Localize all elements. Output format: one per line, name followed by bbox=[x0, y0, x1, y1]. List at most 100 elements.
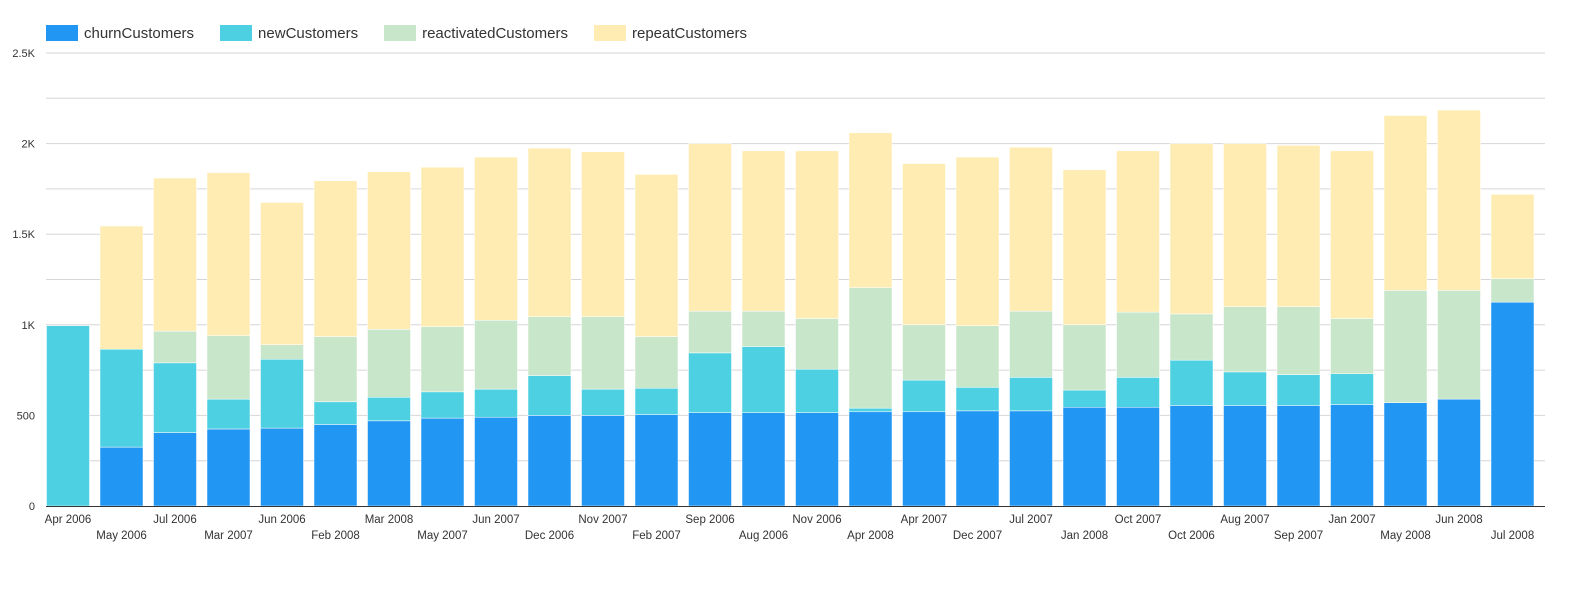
legend-item-newCustomers[interactable]: newCustomers bbox=[220, 25, 358, 42]
bar-churnCustomers-19[interactable] bbox=[1062, 406, 1107, 507]
bar-repeatCustomers-4[interactable] bbox=[260, 202, 304, 345]
bar-churnCustomers-26[interactable] bbox=[1437, 398, 1481, 507]
legend-item-repeatCustomers[interactable]: repeatCustomers bbox=[594, 25, 747, 42]
bar-newCustomers-1[interactable] bbox=[99, 349, 144, 448]
bar-churnCustomers-21[interactable] bbox=[1169, 405, 1214, 507]
bar-newCustomers-0[interactable] bbox=[46, 325, 90, 507]
bar-reactivatedCustomers-19[interactable] bbox=[1062, 324, 1107, 391]
bar-reactivatedCustomers-7[interactable] bbox=[420, 326, 465, 393]
bar-churnCustomers-23[interactable] bbox=[1276, 405, 1321, 507]
bar-newCustomers-19[interactable] bbox=[1062, 389, 1107, 408]
bar-newCustomers-7[interactable] bbox=[420, 391, 465, 419]
bar-repeatCustomers-7[interactable] bbox=[420, 166, 465, 327]
bar-repeatCustomers-8[interactable] bbox=[474, 156, 518, 321]
bar-reactivatedCustomers-13[interactable] bbox=[741, 310, 786, 347]
bar-repeatCustomers-17[interactable] bbox=[955, 156, 1000, 326]
bar-newCustomers-15[interactable] bbox=[848, 407, 893, 413]
bar-reactivatedCustomers-4[interactable] bbox=[260, 344, 304, 360]
bar-churnCustomers-7[interactable] bbox=[420, 417, 465, 507]
bar-churnCustomers-13[interactable] bbox=[741, 412, 786, 507]
bar-repeatCustomers-11[interactable] bbox=[634, 174, 679, 337]
bar-repeatCustomers-26[interactable] bbox=[1437, 109, 1481, 291]
bar-churnCustomers-5[interactable] bbox=[313, 424, 358, 507]
bar-churnCustomers-8[interactable] bbox=[474, 416, 518, 507]
bar-repeatCustomers-22[interactable] bbox=[1223, 143, 1267, 307]
bar-churnCustomers-20[interactable] bbox=[1116, 406, 1160, 507]
bar-churnCustomers-12[interactable] bbox=[688, 412, 732, 507]
bar-churnCustomers-2[interactable] bbox=[153, 432, 197, 507]
bar-churnCustomers-10[interactable] bbox=[581, 415, 625, 507]
bar-reactivatedCustomers-22[interactable] bbox=[1223, 306, 1267, 373]
bar-newCustomers-13[interactable] bbox=[741, 346, 786, 413]
bar-reactivatedCustomers-16[interactable] bbox=[902, 324, 946, 381]
bar-repeatCustomers-14[interactable] bbox=[795, 150, 839, 319]
bar-churnCustomers-27[interactable] bbox=[1490, 301, 1535, 507]
bar-reactivatedCustomers-26[interactable] bbox=[1437, 290, 1481, 400]
legend-item-churnCustomers[interactable]: churnCustomers bbox=[46, 25, 194, 42]
bar-repeatCustomers-3[interactable] bbox=[206, 172, 251, 336]
bar-repeatCustomers-18[interactable] bbox=[1009, 146, 1053, 312]
bar-reactivatedCustomers-12[interactable] bbox=[688, 310, 732, 354]
bar-newCustomers-6[interactable] bbox=[367, 397, 411, 422]
bar-churnCustomers-18[interactable] bbox=[1009, 410, 1053, 507]
bar-reactivatedCustomers-2[interactable] bbox=[153, 330, 197, 364]
bar-repeatCustomers-16[interactable] bbox=[902, 163, 946, 326]
bar-newCustomers-16[interactable] bbox=[902, 379, 946, 413]
bar-reactivatedCustomers-8[interactable] bbox=[474, 320, 518, 390]
bar-repeatCustomers-15[interactable] bbox=[848, 132, 893, 288]
bar-reactivatedCustomers-6[interactable] bbox=[367, 329, 411, 398]
bar-repeatCustomers-5[interactable] bbox=[313, 180, 358, 337]
bar-repeatCustomers-12[interactable] bbox=[688, 143, 732, 312]
bar-repeatCustomers-19[interactable] bbox=[1062, 169, 1107, 326]
bar-churnCustomers-17[interactable] bbox=[955, 410, 1000, 507]
bar-reactivatedCustomers-9[interactable] bbox=[527, 316, 572, 376]
bar-churnCustomers-24[interactable] bbox=[1330, 404, 1374, 507]
bar-newCustomers-12[interactable] bbox=[688, 352, 732, 413]
bar-reactivatedCustomers-27[interactable] bbox=[1490, 278, 1535, 303]
bar-reactivatedCustomers-24[interactable] bbox=[1330, 318, 1374, 374]
bar-newCustomers-4[interactable] bbox=[260, 358, 304, 429]
bar-newCustomers-23[interactable] bbox=[1276, 374, 1321, 406]
bar-reactivatedCustomers-17[interactable] bbox=[955, 325, 1000, 388]
bar-reactivatedCustomers-5[interactable] bbox=[313, 336, 358, 403]
bar-repeatCustomers-25[interactable] bbox=[1383, 115, 1428, 291]
bar-repeatCustomers-9[interactable] bbox=[527, 147, 572, 317]
bar-churnCustomers-16[interactable] bbox=[902, 411, 946, 507]
bar-newCustomers-10[interactable] bbox=[581, 388, 625, 416]
bar-repeatCustomers-27[interactable] bbox=[1490, 194, 1535, 279]
bar-churnCustomers-25[interactable] bbox=[1383, 402, 1428, 507]
bar-repeatCustomers-10[interactable] bbox=[581, 151, 625, 317]
bar-churnCustomers-1[interactable] bbox=[99, 446, 144, 507]
bar-churnCustomers-3[interactable] bbox=[206, 428, 251, 507]
bar-newCustomers-17[interactable] bbox=[955, 387, 1000, 412]
bar-newCustomers-20[interactable] bbox=[1116, 377, 1160, 408]
bar-repeatCustomers-2[interactable] bbox=[153, 177, 197, 332]
bar-churnCustomers-11[interactable] bbox=[634, 414, 679, 507]
bar-newCustomers-14[interactable] bbox=[795, 368, 839, 413]
bar-churnCustomers-6[interactable] bbox=[367, 420, 411, 507]
bar-reactivatedCustomers-14[interactable] bbox=[795, 318, 839, 370]
bar-newCustomers-24[interactable] bbox=[1330, 373, 1374, 405]
bar-repeatCustomers-13[interactable] bbox=[741, 150, 786, 312]
bar-reactivatedCustomers-21[interactable] bbox=[1169, 313, 1214, 361]
bar-reactivatedCustomers-25[interactable] bbox=[1383, 290, 1428, 403]
bar-repeatCustomers-21[interactable] bbox=[1169, 143, 1214, 315]
bar-churnCustomers-22[interactable] bbox=[1223, 405, 1267, 507]
bar-newCustomers-3[interactable] bbox=[206, 398, 251, 430]
bar-reactivatedCustomers-15[interactable] bbox=[848, 287, 893, 409]
bar-newCustomers-11[interactable] bbox=[634, 387, 679, 415]
bar-reactivatedCustomers-3[interactable] bbox=[206, 335, 251, 400]
bar-newCustomers-2[interactable] bbox=[153, 362, 197, 433]
bar-churnCustomers-15[interactable] bbox=[848, 411, 893, 507]
bar-repeatCustomers-20[interactable] bbox=[1116, 150, 1160, 313]
bar-reactivatedCustomers-10[interactable] bbox=[581, 316, 625, 390]
bar-newCustomers-9[interactable] bbox=[527, 375, 572, 416]
bar-churnCustomers-9[interactable] bbox=[527, 415, 572, 507]
bar-newCustomers-18[interactable] bbox=[1009, 377, 1053, 412]
bar-newCustomers-22[interactable] bbox=[1223, 371, 1267, 406]
bar-repeatCustomers-24[interactable] bbox=[1330, 150, 1374, 319]
bar-newCustomers-21[interactable] bbox=[1169, 359, 1214, 406]
bar-newCustomers-5[interactable] bbox=[313, 401, 358, 425]
legend-item-reactivatedCustomers[interactable]: reactivatedCustomers bbox=[384, 25, 568, 42]
bar-newCustomers-8[interactable] bbox=[474, 388, 518, 418]
